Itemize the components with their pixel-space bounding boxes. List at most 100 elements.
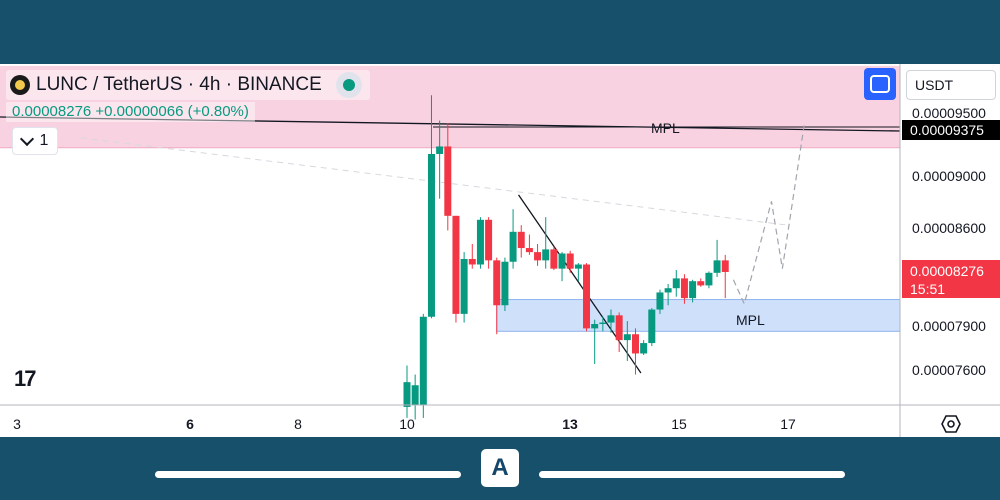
candle-body: [591, 324, 599, 329]
candle-body: [697, 281, 705, 286]
candle-body: [427, 153, 435, 317]
bearish-candle: [444, 123, 452, 231]
mpl-price-label: 0.00009375: [902, 120, 1000, 140]
bullish-candle: [705, 271, 713, 289]
candle-body: [517, 231, 525, 249]
bearish-candle: [615, 312, 623, 352]
price-tick: 0.00008600: [912, 220, 986, 236]
bullish-candle: [427, 95, 435, 319]
candle-body: [509, 231, 517, 262]
candle-body: [525, 248, 533, 253]
price-change-line: 0.00008276 +0.00000066 (+0.80%): [6, 102, 255, 122]
bullish-candle: [558, 252, 566, 282]
settings-hexagon-icon: [941, 415, 961, 433]
candle-body: [583, 264, 591, 329]
bullish-candle: [664, 283, 672, 306]
bullish-candle: [713, 239, 721, 277]
bearish-candle: [468, 243, 476, 269]
time-tick: 6: [186, 416, 194, 432]
candle-body: [493, 260, 501, 306]
candle-body: [648, 309, 656, 344]
time-tick: 13: [562, 416, 578, 432]
candle-body: [403, 382, 411, 407]
candle-body: [419, 316, 427, 406]
trendline: [517, 194, 642, 374]
live-status-icon: [335, 72, 362, 98]
bearish-candle: [534, 243, 542, 266]
time-tick: 10: [399, 416, 415, 432]
bearish-candle: [517, 225, 525, 258]
price-tick: 0.00007600: [912, 362, 986, 378]
candle-body: [534, 252, 542, 261]
candle-body: [476, 219, 484, 265]
fullscreen-button[interactable]: [864, 68, 896, 100]
collapse-indicators-button[interactable]: 1: [12, 127, 58, 155]
bullish-candle: [591, 319, 599, 364]
bullish-candle: [640, 340, 648, 355]
support-zone: [496, 299, 901, 332]
candle-body: [485, 219, 493, 261]
bearish-candle: [550, 246, 558, 271]
time-tick: 8: [294, 416, 302, 432]
bearish-candle: [583, 263, 591, 332]
price-tick: 0.00007900: [912, 318, 986, 334]
bearish-candle: [680, 274, 688, 304]
bullish-candle: [419, 313, 427, 418]
candle-body: [664, 288, 672, 293]
candle-body: [411, 385, 419, 406]
candle-countdown: 15:51: [910, 281, 946, 297]
candle-layer: [403, 95, 729, 420]
bullish-candle: [411, 374, 419, 420]
candle-body: [689, 281, 697, 299]
currency-select[interactable]: USDT: [906, 70, 996, 100]
time-tick: 3: [13, 416, 21, 432]
current-price: 0.00008276: [910, 263, 984, 279]
symbol-title: LUNC / TetherUS · 4h · BINANCE: [36, 74, 322, 95]
bearish-candle: [452, 215, 460, 323]
bullish-candle: [501, 257, 509, 311]
bearish-candle: [697, 278, 705, 287]
bullish-candle: [672, 270, 680, 297]
candle-body: [615, 315, 623, 341]
projection-path: [732, 125, 805, 306]
candle-body: [713, 260, 721, 273]
price-tick: 0.00009500: [912, 105, 986, 121]
candle-body: [550, 249, 558, 269]
bullish-candle: [623, 321, 631, 361]
candle-body: [599, 322, 607, 325]
candle-body: [705, 272, 713, 286]
divider-bar: [155, 471, 461, 478]
bullish-candle: [574, 263, 582, 282]
bullish-candle: [509, 209, 517, 269]
bearish-candle: [485, 217, 493, 269]
chart-settings-button[interactable]: [940, 414, 962, 434]
bullish-candle: [648, 308, 656, 347]
candle-body: [566, 253, 574, 269]
price-chart[interactable]: [0, 64, 1000, 437]
chart-frame: LUNC / TetherUS · 4h · BINANCE 0.0000827…: [0, 64, 1000, 437]
resistance-zone: [0, 65, 900, 148]
indicator-count: 1: [39, 132, 49, 149]
time-tick: 17: [780, 416, 796, 432]
divider-bar: [539, 471, 845, 478]
candle-body: [574, 264, 582, 269]
bullish-candle: [656, 289, 664, 314]
candle-body: [721, 260, 729, 272]
candle-body: [542, 249, 550, 261]
symbol-header[interactable]: LUNC / TetherUS · 4h · BINANCE: [6, 70, 370, 100]
bearish-candle: [721, 254, 729, 299]
zone-layer: [0, 65, 901, 332]
candle-body: [460, 258, 468, 314]
candle-body: [468, 258, 476, 265]
coin-logo-icon: [10, 75, 30, 95]
current-price-label: 0.00008276 15:51: [902, 260, 1000, 298]
bearish-candle: [631, 328, 639, 375]
candle-body: [501, 261, 509, 306]
watermark-logo-icon: A: [481, 449, 519, 487]
bearish-candle: [525, 234, 533, 255]
candle-body: [680, 278, 688, 299]
mpl-annotation: MPL: [736, 312, 765, 328]
bullish-candle: [460, 252, 468, 323]
candle-body: [672, 278, 680, 289]
candle-body: [558, 253, 566, 269]
